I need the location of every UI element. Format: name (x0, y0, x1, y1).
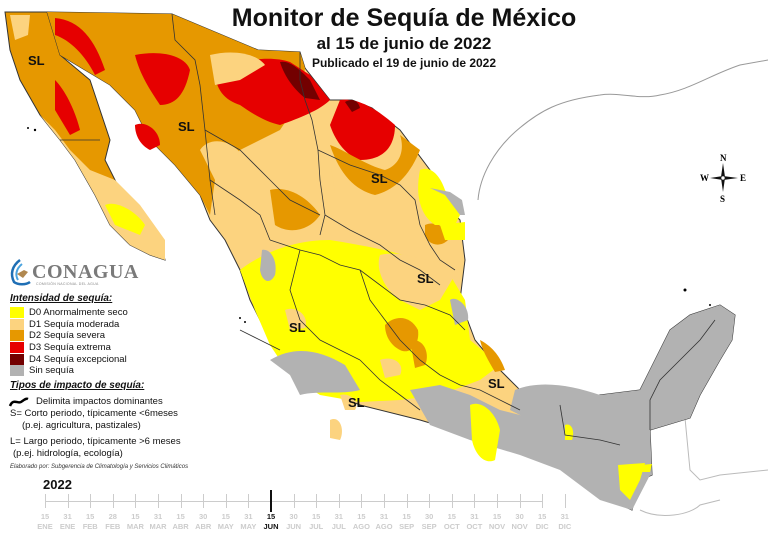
swatch (10, 307, 24, 319)
legend-item-d3: D3 Sequía extrema (10, 342, 128, 354)
timeline-label: 15 MAR (126, 512, 144, 531)
islands (27, 127, 711, 323)
timeline-label: 30 JUN (286, 512, 302, 531)
timeline-label: 15 JUL (309, 512, 324, 531)
timeline-tick (542, 494, 544, 508)
timeline-label: 30 NOV (511, 512, 528, 531)
timeline-tick (316, 494, 318, 508)
timeline-tick (293, 494, 295, 508)
timeline-tick (225, 494, 227, 508)
timeline-tick (451, 494, 453, 508)
svg-text:W: W (700, 173, 709, 183)
compass-icon: N S W E (700, 153, 746, 204)
impact-label: SL (371, 171, 388, 186)
short-term-examples: (p.ej. agricultura, pastizales) (22, 420, 141, 431)
page-subtitle: al 15 de junio de 2022 (316, 34, 492, 53)
state-borders (171, 13, 716, 446)
timeline-tick (564, 494, 566, 508)
timeline-label: 15 FEB (82, 512, 98, 531)
timeline-tick (248, 494, 250, 508)
impact-label: SL (348, 395, 365, 410)
long-term-text: L= Largo periodo, típicamente >6 meses (10, 436, 181, 447)
timeline-tick (158, 494, 159, 508)
timeline-label: 31 ENE (59, 512, 76, 531)
timeline-label: 15 AGO (352, 512, 370, 531)
timeline-tick (270, 490, 272, 512)
swatch (10, 342, 24, 354)
swatch (10, 365, 24, 377)
timeline-label: 15 OCT (443, 512, 460, 531)
swatch (10, 318, 24, 330)
legend-item-d4: D4 Sequía excepcional (10, 353, 128, 365)
page-title: Monitor de Sequía de México (231, 4, 577, 32)
timeline-label: 28 FEB (105, 512, 121, 531)
impact-label: SL (289, 320, 306, 335)
timeline-tick (406, 494, 408, 508)
timeline-label: 15 ABR (172, 512, 189, 531)
timeline-current-date: 15 JUN (263, 512, 279, 531)
impact-label: SL (178, 119, 195, 134)
legend-item-none: Sin sequía (10, 365, 128, 377)
compass-rose: N S W E (700, 152, 750, 209)
impact-heading: Tipos de impacto de sequía: (10, 380, 145, 391)
timeline-tick (45, 494, 46, 508)
impact-legend: Tipos de impacto de sequía: Delimita imp… (8, 380, 181, 460)
timeline-label: 30 ABR (195, 512, 212, 531)
timeline-tick (384, 494, 385, 508)
svg-text:E: E (740, 173, 746, 183)
timeline-label: 31 MAR (149, 512, 167, 531)
timeline-label: 31 JUL (331, 512, 346, 531)
timeline-label: 31 DIC (558, 512, 572, 531)
timeline-label: 31 OCT (466, 512, 483, 531)
swatch (10, 353, 24, 365)
published-date: Publicado el 19 de junio de 2022 (311, 56, 497, 70)
timeline-tick (135, 494, 137, 508)
timeline-tick (519, 494, 521, 508)
boundary-line-icon (8, 397, 29, 407)
long-term-examples: (p.ej. hidrología, ecología) (13, 448, 123, 459)
central-america-borders (639, 417, 768, 516)
timeline-label: 15 NOV (488, 512, 506, 531)
impact-label: SL (28, 53, 45, 68)
legend-item-d1: D1 Sequía moderada (10, 318, 128, 331)
timeline-tick (338, 494, 340, 508)
short-term-text: S= Corto periodo, típicamente <6meses (10, 408, 178, 419)
swatch (10, 330, 24, 342)
legend-heading: Intensidad de sequía: (10, 293, 113, 304)
conagua-logo: CONAGUA COMISIÓN NACIONAL DEL AGUA (8, 258, 139, 286)
timeline-tick (203, 494, 205, 508)
impact-label: SL (488, 376, 505, 391)
timeline-label: 15 MAY (217, 512, 234, 531)
timeline-tick (112, 494, 114, 508)
credit-text: Elaborado por: Subgerencia de Climatolog… (10, 464, 189, 470)
delimiter-text: Delimita impactos dominantes (36, 396, 163, 407)
timeline-tick (180, 494, 182, 508)
timeline-label: 31 AGO (375, 512, 393, 531)
timeline-tick (429, 494, 431, 508)
timeline-year: 2022 (43, 477, 72, 492)
timeline-label: 15 ENE (37, 512, 53, 531)
impact-label: SL (417, 271, 434, 286)
water-wave-icon (10, 259, 31, 286)
timeline-label: 15 SEP (399, 512, 415, 531)
timeline-label: 30 SEP (421, 512, 437, 531)
svg-text:S: S (720, 194, 725, 204)
logo-name: CONAGUA (32, 260, 139, 283)
legend-item-d0: D0 Anormalmente seco (10, 307, 128, 319)
drought-legend: Intensidad de sequía: D0 Anormalmente se… (10, 293, 128, 377)
timeline-label: 15 DIC (535, 512, 549, 531)
timeline-tick (90, 494, 92, 508)
logo-subtitle: COMISIÓN NACIONAL DEL AGUA (36, 282, 99, 286)
legend-item-d2: D2 Sequía severa (10, 330, 128, 342)
timeline-tick (497, 494, 498, 508)
timeline-axis (45, 501, 542, 502)
timeline-label: 31 MAY (240, 512, 257, 531)
svg-text:N: N (720, 153, 727, 163)
timeline-tick (361, 494, 363, 508)
us-gulf-coastline (477, 59, 768, 201)
timeline-tick (67, 494, 69, 508)
timeline-tick (474, 494, 476, 508)
